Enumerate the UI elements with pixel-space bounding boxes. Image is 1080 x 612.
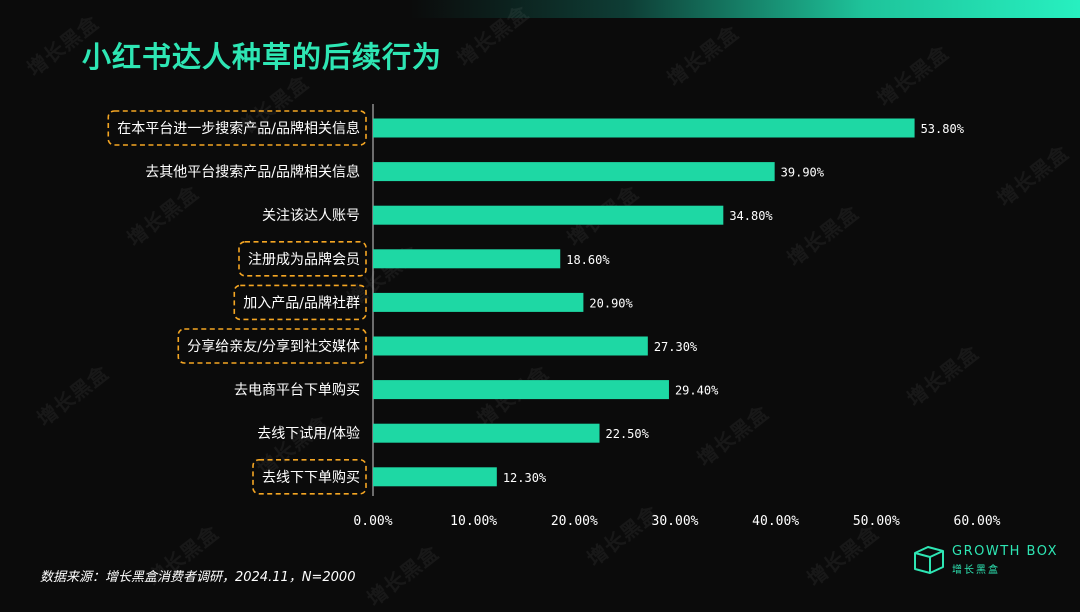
bar xyxy=(373,292,584,312)
x-tick-label: 50.00% xyxy=(853,514,900,529)
x-tick-label: 60.00% xyxy=(954,514,1001,529)
bar xyxy=(373,249,561,269)
value-label: 12.30% xyxy=(503,471,547,485)
highlight-box xyxy=(252,458,367,495)
category-label: 关注该达人账号 xyxy=(262,208,360,224)
x-tick-label: 40.00% xyxy=(752,514,799,529)
highlight-box xyxy=(177,328,367,364)
bar xyxy=(373,336,648,356)
x-tick-label: 10.00% xyxy=(450,514,497,529)
x-tick-label: 30.00% xyxy=(652,514,699,529)
box-logo-icon xyxy=(914,546,944,574)
category-label: 注册成为品牌会员 xyxy=(248,251,360,268)
category-label: 去其他平台搜索产品/品牌相关信息 xyxy=(145,164,360,181)
bar xyxy=(373,205,724,225)
x-tick-label: 0.00% xyxy=(353,514,392,529)
value-label: 39.90% xyxy=(781,166,825,180)
bar xyxy=(373,162,775,182)
bar xyxy=(373,467,497,487)
value-label: 29.40% xyxy=(675,384,719,398)
category-label: 加入产品/品牌社群 xyxy=(243,294,360,311)
bar xyxy=(373,118,915,138)
x-tick-label: 20.00% xyxy=(551,514,598,529)
category-label: 在本平台进一步搜索产品/品牌相关信息 xyxy=(117,120,360,137)
value-label: 22.50% xyxy=(606,427,650,441)
category-label: 分享给亲友/分享到社交媒体 xyxy=(187,338,360,355)
top-gradient-bar xyxy=(0,0,1080,18)
logo-brand-text: GROWTH BOX xyxy=(952,544,1059,559)
value-label: 20.90% xyxy=(589,296,633,310)
bar xyxy=(373,380,669,400)
highlight-box xyxy=(238,241,367,277)
highlight-box xyxy=(107,110,367,146)
value-label: 34.80% xyxy=(729,209,773,223)
growth-box-logo: GROWTH BOX 增长黑盒 xyxy=(912,544,1072,576)
highlight-box xyxy=(233,284,367,321)
value-label: 27.30% xyxy=(654,340,698,354)
category-label: 去线下试用/体验 xyxy=(257,426,360,442)
data-source-note: 数据来源：增长黑盒消费者调研，2024.11，N=2000 xyxy=(40,570,356,585)
bar xyxy=(373,423,600,443)
category-label: 去电商平台下单购买 xyxy=(234,383,360,399)
page-title: 小红书达人种草的后续行为 xyxy=(82,40,443,74)
bar-chart: 在本平台进一步搜索产品/品牌相关信息 53.80% 去其他平台搜索产品/品牌相关信息… xyxy=(107,104,1001,529)
value-label: 53.80% xyxy=(921,122,965,136)
category-label: 去线下下单购买 xyxy=(262,470,360,486)
logo-sub-text: 增长黑盒 xyxy=(952,565,1000,576)
value-label: 18.60% xyxy=(566,253,610,267)
watermark-text: 增长黑盒 xyxy=(362,540,444,611)
